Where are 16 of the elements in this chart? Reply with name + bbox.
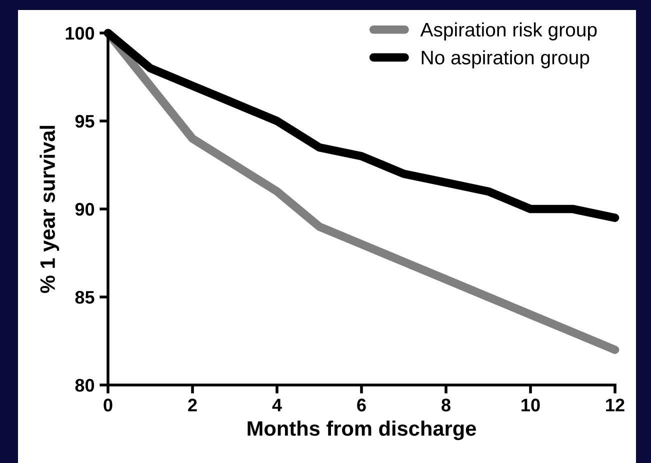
y-tick-label: 95	[75, 114, 94, 128]
y-tick-label: 80	[75, 378, 94, 392]
x-tick-label: 12	[606, 398, 624, 412]
x-tick-label: 8	[442, 398, 450, 412]
x-tick-label: 10	[522, 398, 540, 412]
y-tick-label: 85	[75, 290, 94, 304]
y-axis-title: % 1 year survival	[40, 126, 60, 294]
legend-label: No aspiration group	[422, 50, 590, 68]
x-tick-label: 2	[188, 398, 197, 412]
y-tick-label: 90	[75, 202, 94, 216]
x-tick-label: 0	[104, 398, 112, 412]
y-tick-label: 100	[66, 26, 94, 40]
x-axis-title: Months from discharge	[248, 420, 476, 440]
x-tick-label: 6	[357, 398, 366, 412]
x-tick-label: 4	[272, 398, 282, 412]
legend-label: Aspiration risk group	[420, 22, 597, 40]
